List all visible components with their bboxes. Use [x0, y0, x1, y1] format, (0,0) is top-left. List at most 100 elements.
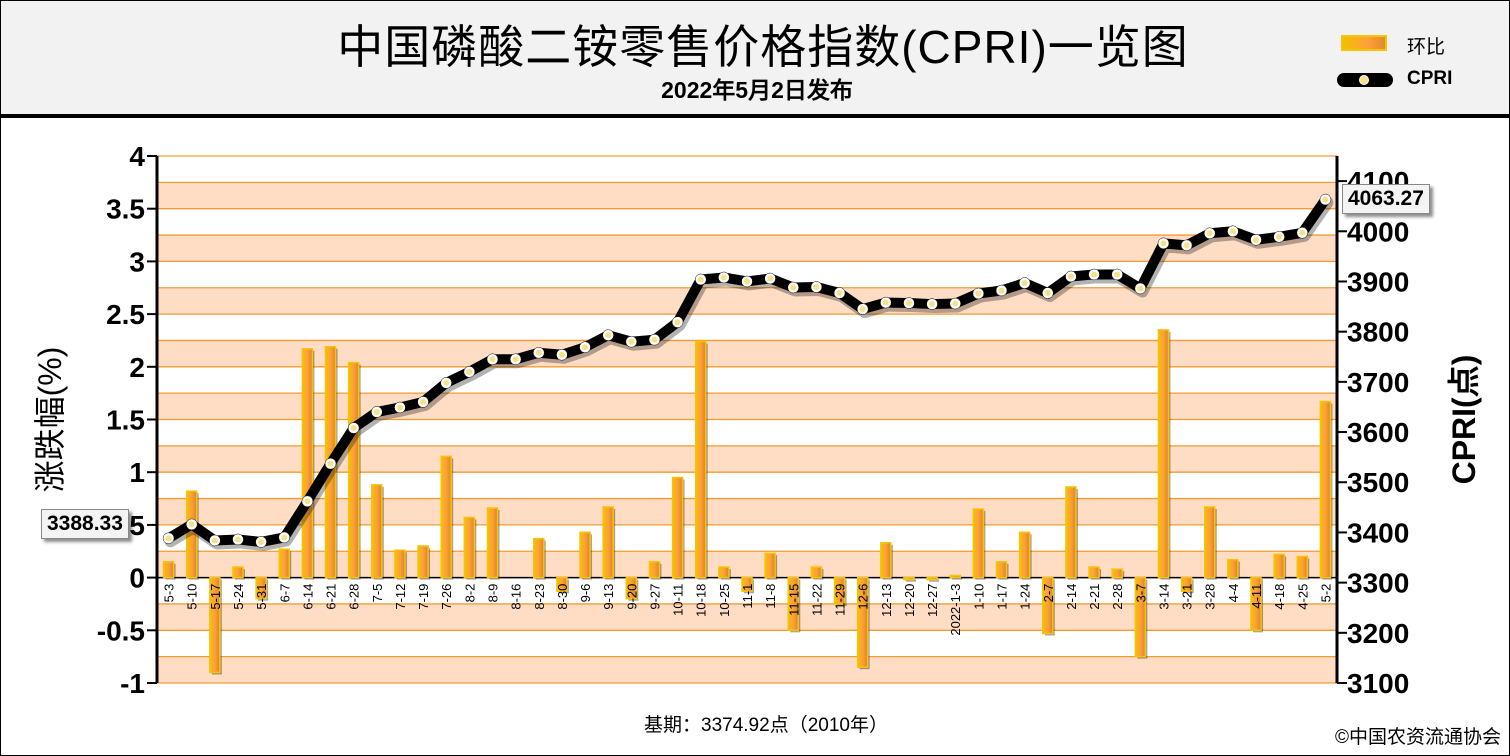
copyright-note: ©中国农资流通协会	[1335, 727, 1501, 748]
bar	[417, 545, 429, 579]
category-label: 10-11	[671, 584, 686, 616]
category-label: 7-5	[370, 584, 385, 603]
bar	[787, 576, 800, 632]
cpri-point	[558, 351, 565, 358]
category-label: 6-21	[324, 584, 339, 610]
callout-end-value: 4063.27	[1342, 184, 1430, 214]
cpri-point	[905, 300, 912, 307]
bar	[1157, 329, 1170, 579]
cpri-point	[1229, 228, 1236, 235]
grid-band	[157, 182, 1337, 209]
category-label: 7-26	[439, 584, 454, 610]
bar	[1203, 506, 1216, 579]
cpri-point	[882, 299, 889, 306]
chart-plot: -1-0.500.511.522.533.5431003200330034003…	[32, 141, 1482, 699]
cpri-point	[373, 408, 380, 415]
grid-band	[157, 156, 1337, 183]
bar	[1319, 400, 1332, 579]
cpri-point	[535, 349, 542, 356]
grid-band	[157, 235, 1337, 262]
bar	[556, 576, 568, 593]
category-label: 2-14	[1064, 584, 1079, 610]
legend-item-bar: 环比	[1337, 31, 1497, 58]
cpri-point	[1091, 271, 1098, 278]
bar	[1296, 555, 1309, 579]
cpri-point	[1276, 233, 1283, 240]
right-tick-label: 3600	[1347, 417, 1409, 448]
cpri-point	[813, 283, 820, 290]
bar	[694, 340, 707, 579]
cpri-point	[975, 290, 982, 297]
bar	[856, 576, 869, 668]
category-label: 5-10	[185, 584, 200, 610]
category-label: 2-7	[1041, 584, 1056, 603]
bar	[1134, 576, 1147, 658]
category-label: 8-16	[509, 584, 524, 610]
cpri-point	[1183, 242, 1190, 249]
category-label: 5-24	[231, 584, 246, 610]
cpri-point	[443, 379, 450, 386]
bar	[625, 576, 638, 600]
cpri-point	[211, 537, 218, 544]
bar	[347, 361, 360, 579]
bar	[486, 507, 499, 579]
bar	[810, 566, 823, 579]
cpri-point	[1114, 271, 1121, 278]
bar	[718, 566, 730, 579]
category-label: 9-13	[601, 584, 616, 610]
category-label: 12-27	[925, 584, 940, 617]
category-label: 5-2	[1318, 584, 1333, 603]
cpri-point	[998, 287, 1005, 294]
category-label: 9-6	[578, 584, 593, 603]
category-label: 11-8	[763, 584, 778, 609]
base-period-note: 基期：3374.92点（2010年）	[644, 715, 888, 736]
category-label: 1-24	[1018, 584, 1033, 610]
cpri-point	[1206, 230, 1213, 237]
bar	[1088, 566, 1100, 579]
chart-title: 中国磷酸二铵零售价格指数(CPRI)一览图	[337, 21, 1189, 73]
cpri-point	[1044, 290, 1051, 297]
bar	[995, 561, 1008, 579]
right-tick-label: 3800	[1347, 317, 1409, 348]
cpri-point	[234, 536, 241, 543]
bar	[1065, 486, 1077, 579]
cpri-point	[165, 535, 172, 542]
left-tick-label: 2.5	[106, 299, 145, 330]
bar	[833, 576, 846, 605]
legend-item-line: CPRI	[1337, 67, 1497, 91]
category-label: 3-28	[1203, 584, 1218, 610]
legend-line-label: CPRI	[1407, 68, 1453, 89]
grid-band	[157, 287, 1337, 315]
grid-band	[157, 208, 1337, 236]
category-label: 5-3	[162, 584, 177, 603]
cpri-point	[651, 336, 658, 343]
category-label: 12-13	[879, 584, 894, 617]
cpri-point	[1299, 229, 1306, 236]
bar	[278, 548, 291, 579]
cpri-point	[605, 332, 612, 339]
category-label: 8-2	[462, 584, 477, 603]
bar	[255, 576, 267, 600]
category-label: 4-4	[1226, 584, 1241, 603]
bar	[1111, 568, 1123, 579]
left-tick-label: -0.5	[97, 615, 145, 646]
bar	[1180, 576, 1193, 593]
bar	[162, 561, 175, 579]
category-label: 2022-1-3	[948, 584, 963, 636]
category-label: 1-10	[971, 584, 986, 610]
cpri-point	[697, 276, 704, 283]
bar	[1250, 576, 1262, 632]
cpri-point	[628, 338, 635, 345]
cpri-point	[188, 521, 195, 528]
bar	[1273, 553, 1285, 579]
callout-start-value: 3388.33	[41, 509, 129, 539]
cpri-point	[420, 398, 427, 405]
right-tick-label: 3500	[1347, 467, 1409, 498]
category-label: 10-18	[694, 584, 709, 617]
category-label: 8-23	[532, 584, 547, 610]
cpri-point	[466, 368, 473, 375]
cpri-point	[1021, 279, 1028, 286]
category-label: 1-17	[995, 584, 1010, 610]
cpri-point	[350, 425, 357, 432]
bar	[440, 455, 452, 579]
